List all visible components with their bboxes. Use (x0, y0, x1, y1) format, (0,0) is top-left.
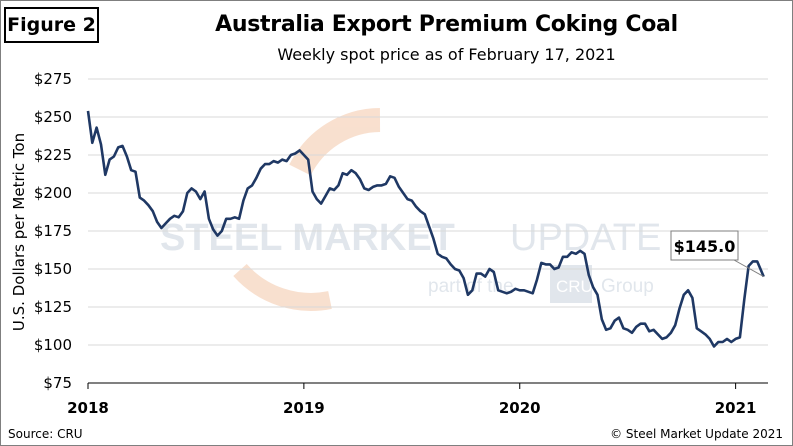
watermark-arc (289, 108, 381, 176)
y-axis: $275 $250 $225 $200 $175 $150 $125 $100 $75 (34, 70, 72, 392)
series-lines (86, 110, 765, 348)
y-tick-label: $150 (34, 260, 72, 278)
annotation-leader (733, 259, 764, 278)
x-tick-label: 2018 (67, 399, 109, 417)
x-tick-label: 2019 (283, 399, 325, 417)
watermark-logo-update: UPDATE (510, 217, 661, 259)
y-tick-label: $275 (34, 70, 72, 88)
chart-title: Australia Export Premium Coking Coal (215, 12, 678, 37)
y-tick-label: $175 (34, 222, 72, 240)
figure-label: Figure 2 (4, 7, 99, 43)
series-line (86, 110, 765, 348)
watermark-cru-box (550, 265, 592, 303)
y-tick-label: $100 (34, 336, 72, 354)
x-axis: 2018 2019 2020 2021 (67, 382, 768, 417)
y-tick-label: $125 (34, 298, 72, 316)
annotation-box (670, 230, 739, 261)
y-tick-label: $75 (43, 374, 72, 392)
y-tick-label: $200 (34, 184, 72, 202)
chart-subtitle: Weekly spot price as of February 17, 202… (277, 45, 616, 64)
x-tick-label: 2020 (499, 399, 541, 417)
y-axis-label: U.S. Dollars per Metric Ton (10, 133, 28, 331)
watermark-tagline: part of the (428, 276, 514, 297)
price-annotation: $145.0 (670, 230, 764, 278)
copyright-note: © Steel Market Update 2021 (610, 427, 783, 441)
y-tick-label: $225 (34, 146, 72, 164)
y-tick-label: $250 (34, 108, 72, 126)
watermark-group-text: Group (601, 276, 654, 297)
watermark: STEEL MARKET UPDATE part of the CRU Grou… (160, 108, 661, 311)
watermark-arc-lower (233, 263, 332, 311)
source-note: Source: CRU (8, 427, 83, 441)
annotation-label: $145.0 (674, 237, 736, 256)
watermark-cru-text: CRU (556, 277, 593, 296)
watermark-logo-text: STEEL MARKET (160, 217, 455, 259)
x-tick-label: 2021 (715, 399, 757, 417)
